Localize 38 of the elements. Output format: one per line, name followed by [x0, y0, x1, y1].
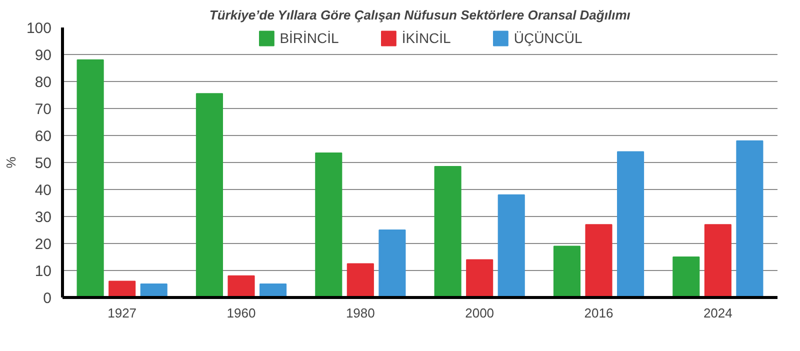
bar [704, 224, 732, 298]
x-tick-label: 2016 [584, 306, 614, 320]
bar [228, 275, 255, 298]
y-tick-label: 50 [34, 155, 52, 172]
x-tick-label: 1927 [108, 306, 137, 320]
y-tick-label: 20 [34, 236, 52, 253]
bar [76, 59, 104, 298]
y-axis-title: % [3, 156, 18, 168]
bar [378, 230, 406, 298]
x-tick-label: 1960 [226, 306, 256, 320]
bar [315, 152, 342, 298]
y-tick-label: 10 [34, 263, 52, 280]
y-tick-label: 30 [34, 209, 52, 226]
legend-label: İKİNCİL [402, 30, 451, 46]
y-tick-label: 100 [26, 20, 52, 37]
bar [498, 194, 525, 298]
y-tick-label: 80 [34, 74, 52, 91]
y-tick-label: 70 [34, 101, 52, 118]
x-tick-label: 2024 [703, 306, 732, 320]
bar [346, 263, 374, 298]
y-tick-label: 90 [34, 47, 52, 64]
x-tick-label: 1980 [346, 306, 375, 320]
bar [585, 224, 612, 298]
bar [617, 151, 644, 298]
y-tick-label: 40 [34, 182, 52, 199]
bar [466, 259, 494, 298]
legend-label: BİRİNCİL [280, 30, 339, 46]
bar [434, 166, 462, 298]
bar [196, 93, 223, 298]
legend-label: ÜÇÜNCÜL [514, 30, 582, 46]
y-tick-label: 0 [43, 290, 52, 307]
bar [108, 280, 136, 298]
bar [672, 256, 700, 298]
chart-title: Türkiye’de Yıllara Göre Çalışan Nüfusun Sektörlere Oransal Dağılımı [209, 8, 631, 22]
bar [736, 140, 764, 298]
bar [553, 246, 580, 298]
x-tick-label: 2000 [465, 306, 494, 320]
y-tick-label: 60 [34, 128, 52, 145]
